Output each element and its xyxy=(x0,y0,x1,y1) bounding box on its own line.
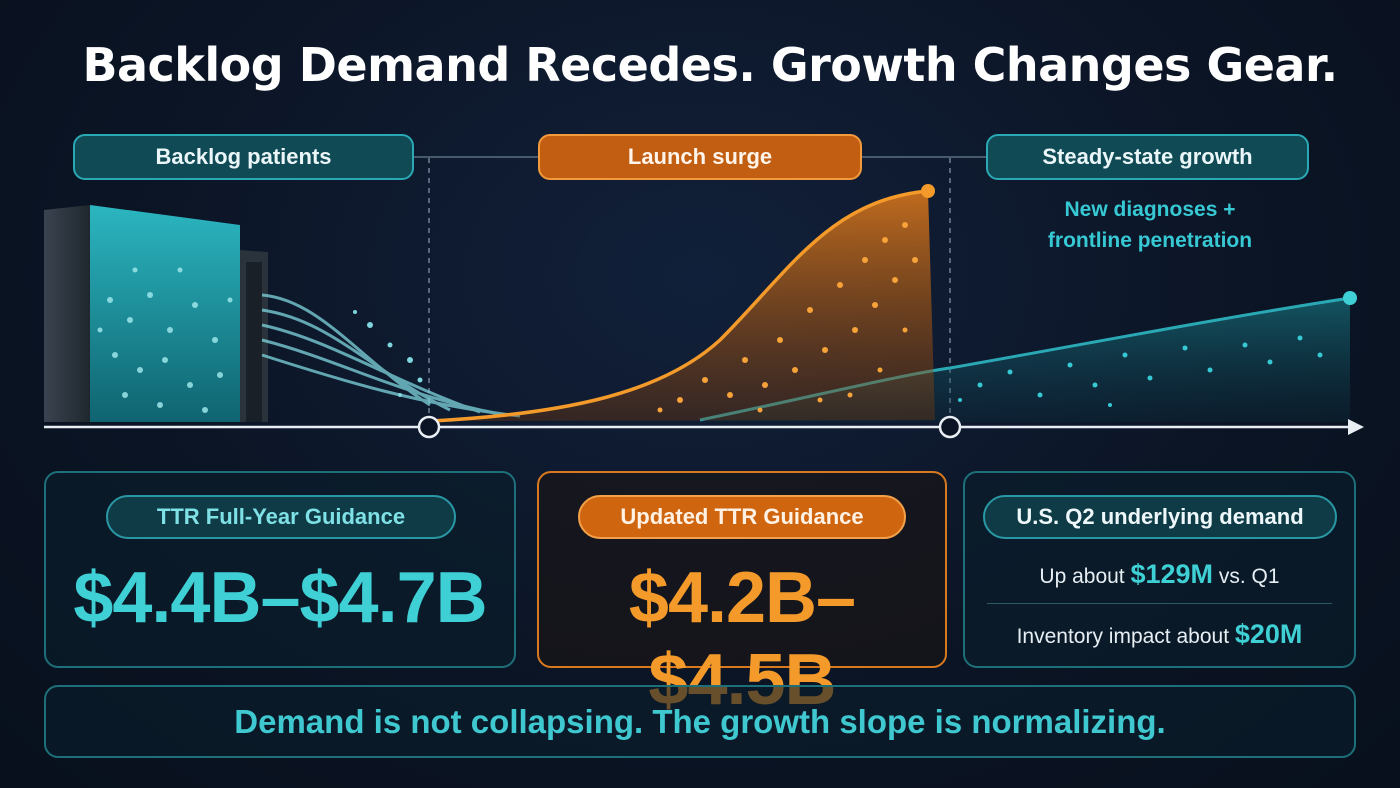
us-demand-card: U.S. Q2 underlying demand Up about $129M… xyxy=(963,471,1356,668)
phase-backlog-label: Backlog patients xyxy=(73,134,414,180)
launch-surge-dots xyxy=(657,222,918,413)
steady-note-line-2: frontline penetration xyxy=(1047,229,1253,252)
steady-state-note: New diagnoses + frontline penetration xyxy=(1000,194,1300,256)
steady-note-line-1: New diagnoses + xyxy=(1064,198,1236,221)
updated-guidance-label: Updated TTR Guidance xyxy=(578,495,906,539)
launch-surge-area xyxy=(432,191,935,421)
stat-divider xyxy=(987,603,1332,604)
conclusion-banner: Demand is not collapsing. The growth slo… xyxy=(44,685,1356,758)
stat-2-value: $20M xyxy=(1234,619,1303,649)
stat-2-prefix: Inventory impact about xyxy=(1016,625,1235,648)
launch-surge-endpoint xyxy=(921,184,935,198)
timeline-marker-1 xyxy=(417,415,441,439)
us-demand-stat-1: Up about $129M vs. Q1 xyxy=(965,559,1354,590)
stat-1-prefix: Up about xyxy=(1039,565,1131,588)
launch-surge-curve xyxy=(431,189,929,423)
updated-guidance-card: Updated TTR Guidance $4.2B–$4.5B xyxy=(537,471,947,720)
stat-1-value: $129M xyxy=(1130,559,1214,589)
us-demand-stat-2: Inventory impact about $20M xyxy=(965,619,1354,650)
phase-launch-label: Launch surge xyxy=(538,134,862,180)
original-guidance-label: TTR Full-Year Guidance xyxy=(106,495,456,539)
phase-steady-label: Steady-state growth xyxy=(986,134,1309,180)
steady-growth-endpoint xyxy=(1343,291,1357,305)
dam-illustration xyxy=(44,205,521,422)
timeline-marker-2 xyxy=(938,415,962,439)
timeline-arrowhead xyxy=(1348,419,1364,435)
page-title: Backlog Demand Recedes. Growth Changes G… xyxy=(82,38,1338,92)
original-guidance-card: TTR Full-Year Guidance $4.4B–$4.7B xyxy=(44,471,516,668)
stat-1-suffix: vs. Q1 xyxy=(1213,565,1280,588)
us-demand-label: U.S. Q2 underlying demand xyxy=(983,495,1337,539)
original-guidance-value: $4.4B–$4.7B xyxy=(73,558,487,638)
steady-growth-dots xyxy=(958,335,1323,407)
